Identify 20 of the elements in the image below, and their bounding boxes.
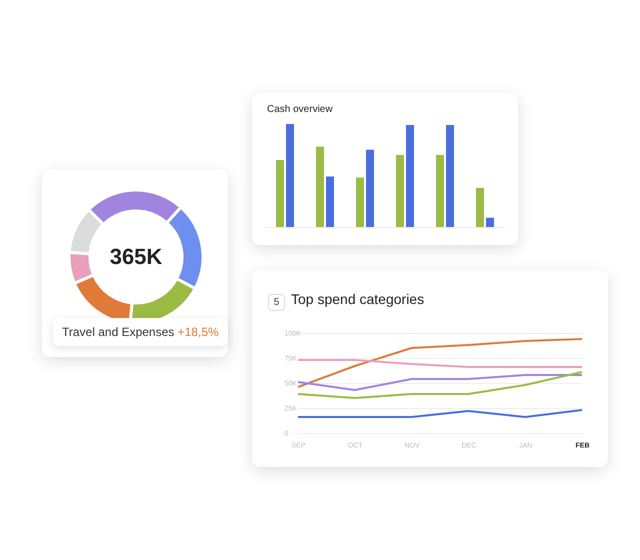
bar xyxy=(366,150,374,227)
bar xyxy=(326,176,334,227)
line-series xyxy=(297,374,583,391)
bar xyxy=(406,125,414,227)
chart-title: Cash overview xyxy=(267,104,334,115)
bar xyxy=(286,124,294,227)
bar xyxy=(316,146,324,227)
text: Travel and Expenses +18,5% xyxy=(62,325,219,339)
chart-title: Top spend categories xyxy=(291,291,424,307)
bar xyxy=(446,125,454,227)
bar xyxy=(276,160,284,227)
bar xyxy=(486,218,494,227)
line-series xyxy=(297,338,583,388)
bar xyxy=(396,154,404,227)
bar xyxy=(476,188,484,227)
line-series xyxy=(297,371,583,399)
text: 365K xyxy=(110,244,162,269)
text: 5 xyxy=(268,294,285,311)
bar xyxy=(356,178,364,227)
bar xyxy=(436,154,444,227)
